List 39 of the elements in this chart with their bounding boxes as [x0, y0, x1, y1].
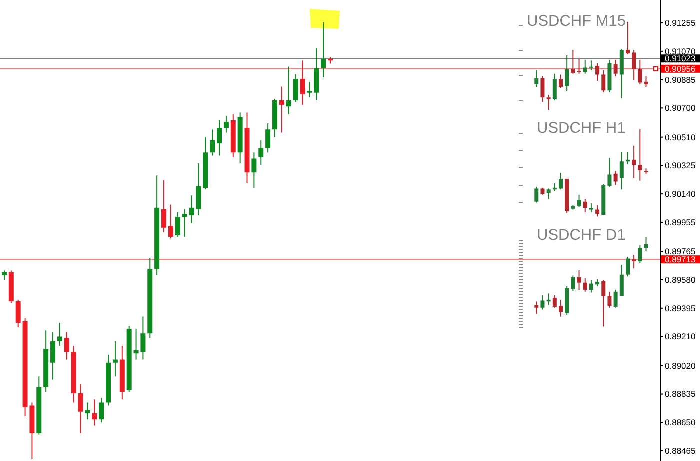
y-tick-label: 0.89395 [665, 303, 696, 314]
y-tick-label: 0.88650 [665, 418, 696, 428]
y-tick-label: 0.89020 [665, 360, 696, 371]
candlestick [644, 168, 648, 174]
candlestick [626, 22, 630, 55]
candlestick [112, 341, 118, 377]
y-tick-label: 0.89765 [665, 246, 696, 257]
y-tick-label: 0.90510 [665, 132, 696, 142]
y-tick-label: 0.90700 [665, 103, 696, 114]
candlestick [307, 82, 312, 98]
candlestick [589, 60, 594, 70]
y-tick-label: 0.90885 [665, 74, 696, 85]
candlestick [638, 129, 642, 181]
candlestick [85, 402, 90, 420]
ref-line-label: 0.90956 [665, 64, 696, 74]
candlestick [321, 22, 326, 78]
y-tick-label: 0.90140 [665, 189, 696, 200]
y-tick-label: 0.89210 [665, 332, 696, 342]
y-tick-label: 0.89580 [665, 274, 696, 285]
candlestick [534, 302, 539, 314]
candlestick [286, 66, 292, 114]
candlestick [182, 209, 188, 238]
chart-title: USDCHF D1 [537, 227, 626, 244]
ref-line-label: 0.89713 [665, 254, 696, 265]
candlestick [546, 95, 551, 110]
y-tick-label: 0.88835 [665, 389, 696, 400]
y-tick-label: 0.89955 [665, 217, 696, 228]
candlestick [632, 255, 636, 269]
y-tick-label: 0.90325 [665, 160, 696, 171]
chart-title: USDCHF M15 [527, 13, 626, 30]
candlestick [57, 322, 62, 346]
chart-title: USDCHF H1 [537, 120, 626, 137]
y-tick-label: 0.91070 [665, 46, 696, 56]
candlestick [577, 58, 582, 74]
y-tick-label: 0.88465 [665, 446, 696, 456]
ref-line-label: 0.91023 [665, 54, 696, 64]
y-tick-label: 0.91255 [665, 18, 696, 28]
candlestick [279, 86, 284, 133]
candlestick [571, 50, 576, 74]
